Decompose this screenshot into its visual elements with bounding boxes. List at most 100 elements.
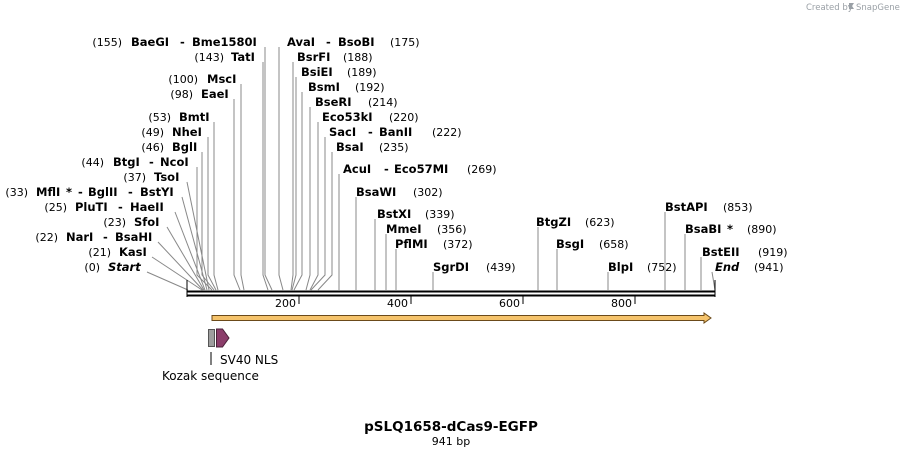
site-name-bstxi[interactable]: BstXI: [377, 207, 411, 221]
site-position: (919): [758, 246, 788, 259]
site-position: (37): [123, 171, 146, 184]
site-name-btgzi[interactable]: BtgZI: [536, 215, 571, 229]
tick-label: 200: [275, 297, 296, 310]
site-name-sfoi[interactable]: SfoI: [134, 215, 159, 229]
site-position: (22): [35, 231, 58, 244]
site-name-bsgi[interactable]: BsgI: [556, 237, 584, 251]
site-name-avai[interactable]: AvaI: [287, 35, 315, 49]
site-name-pluti[interactable]: PluTI: [75, 200, 108, 214]
site-name-eco53ki[interactable]: Eco53kI: [322, 110, 373, 124]
site-position: (269): [467, 163, 497, 176]
site-name-saci[interactable]: SacI: [329, 125, 356, 139]
site-name-msci[interactable]: MscI: [207, 72, 236, 86]
svg-text:-: -: [384, 162, 389, 176]
site-position: (175): [390, 36, 420, 49]
feature-kozak-sequence[interactable]: [208, 329, 215, 347]
site-name-ncoi[interactable]: NcoI: [160, 155, 189, 169]
dna-backbone: [186, 280, 716, 297]
site-name-acui[interactable]: AcuI: [343, 162, 371, 176]
feature-label-sv40-nls: SV40 NLS: [220, 353, 278, 367]
site-position: (214): [368, 96, 398, 109]
site-name-bsmi[interactable]: BsmI: [308, 80, 340, 94]
svg-text:-: -: [149, 155, 154, 169]
site-position: (235): [379, 141, 409, 154]
site-position: (49): [141, 126, 164, 139]
site-position: (143): [194, 51, 224, 64]
tick-label: 400: [387, 297, 408, 310]
site-star: *: [66, 185, 72, 199]
svg-text:-: -: [78, 185, 83, 199]
site-name-bmti[interactable]: BmtI: [179, 110, 210, 124]
ruler: 200 400 600 800: [275, 296, 636, 310]
site-position: (188): [343, 51, 373, 64]
site-name-bgli[interactable]: BglI: [172, 140, 197, 154]
site-name-banii[interactable]: BanII: [379, 125, 412, 139]
site-name-blpi[interactable]: BlpI: [608, 260, 633, 274]
site-name-bsrfi[interactable]: BsrFI: [297, 50, 330, 64]
site-name-end[interactable]: End: [715, 260, 740, 274]
site-name-btgi[interactable]: BtgI: [113, 155, 140, 169]
site-position: (189): [347, 66, 377, 79]
site-name-baegi[interactable]: BaeGI: [131, 35, 169, 49]
credit-prefix: Created by: [806, 3, 853, 13]
site-name-bsai[interactable]: BsaI: [336, 140, 364, 154]
site-name-bsiei[interactable]: BsiEI: [301, 65, 333, 79]
site-label-group: AvaI - BsoBI (175) BsrFI (188) BsiEI (18…: [287, 35, 788, 274]
site-name-bsahi[interactable]: BsaHI: [115, 230, 152, 244]
site-name-bsobi[interactable]: BsoBI: [338, 35, 375, 49]
site-position: (658): [599, 238, 629, 251]
site-position: (21): [88, 246, 111, 259]
site-name-nari[interactable]: NarI: [66, 230, 93, 244]
site-name-nhei[interactable]: NheI: [172, 125, 202, 139]
site-star: *: [727, 222, 733, 236]
site-name-bsawi[interactable]: BsaWI: [356, 185, 396, 199]
site-position: (941): [754, 261, 784, 274]
svg-text:-: -: [103, 230, 108, 244]
site-position: (33): [5, 186, 28, 199]
svg-text:-: -: [118, 200, 123, 214]
site-name-tsoi[interactable]: TsoI: [154, 170, 179, 184]
svg-text:-: -: [326, 35, 331, 49]
site-name-mfli[interactable]: MflI: [36, 185, 60, 199]
site-position: (220): [389, 111, 419, 124]
site-name-eaei[interactable]: EaeI: [201, 87, 229, 101]
site-name-bsteii[interactable]: BstEII: [702, 245, 740, 259]
site-position: (25): [44, 201, 67, 214]
site-position: (356): [437, 223, 467, 236]
site-name-eco57mi[interactable]: Eco57MI: [394, 162, 448, 176]
site-label-group: (155) BaeGI - Bme1580I (143) TatI (100) …: [5, 35, 256, 274]
site-position: (0): [84, 261, 100, 274]
orf-arrow[interactable]: [211, 312, 712, 324]
tick-label: 600: [499, 297, 520, 310]
site-name-bseri[interactable]: BseRI: [315, 95, 352, 109]
snapgene-logo-icon: [849, 3, 854, 9]
site-name-bsabi[interactable]: BsaBI: [685, 222, 721, 236]
site-position: (155): [92, 36, 122, 49]
site-name-mmei[interactable]: MmeI: [386, 222, 422, 236]
site-name-kasi[interactable]: KasI: [119, 245, 147, 259]
feature-sv40-nls[interactable]: [216, 328, 230, 348]
site-name-pflmi[interactable]: PflMI: [395, 237, 428, 251]
site-position: (23): [103, 216, 126, 229]
svg-text:-: -: [368, 125, 373, 139]
site-name-haeii[interactable]: HaeII: [130, 200, 164, 214]
site-name-sgrdi[interactable]: SgrDI: [433, 260, 469, 274]
site-name-bglii[interactable]: BglII: [88, 185, 118, 199]
site-name-bstapi[interactable]: BstAPI: [665, 200, 708, 214]
site-position: (752): [647, 261, 677, 274]
site-name-bme1580i[interactable]: Bme1580I: [192, 35, 257, 49]
site-position: (439): [486, 261, 516, 274]
map-length: 941 bp: [432, 435, 470, 448]
site-position: (222): [432, 126, 462, 139]
site-position: (192): [355, 81, 385, 94]
site-name-bstyi[interactable]: BstYI: [140, 185, 174, 199]
site-position: (302): [413, 186, 443, 199]
feature-label-kozak: Kozak sequence: [162, 369, 259, 383]
site-position: (100): [168, 73, 198, 86]
site-name-start[interactable]: Start: [108, 260, 141, 274]
site-position: (53): [148, 111, 171, 124]
site-name-tati[interactable]: TatI: [231, 50, 255, 64]
tick-label: 800: [611, 297, 632, 310]
site-position: (98): [170, 88, 193, 101]
